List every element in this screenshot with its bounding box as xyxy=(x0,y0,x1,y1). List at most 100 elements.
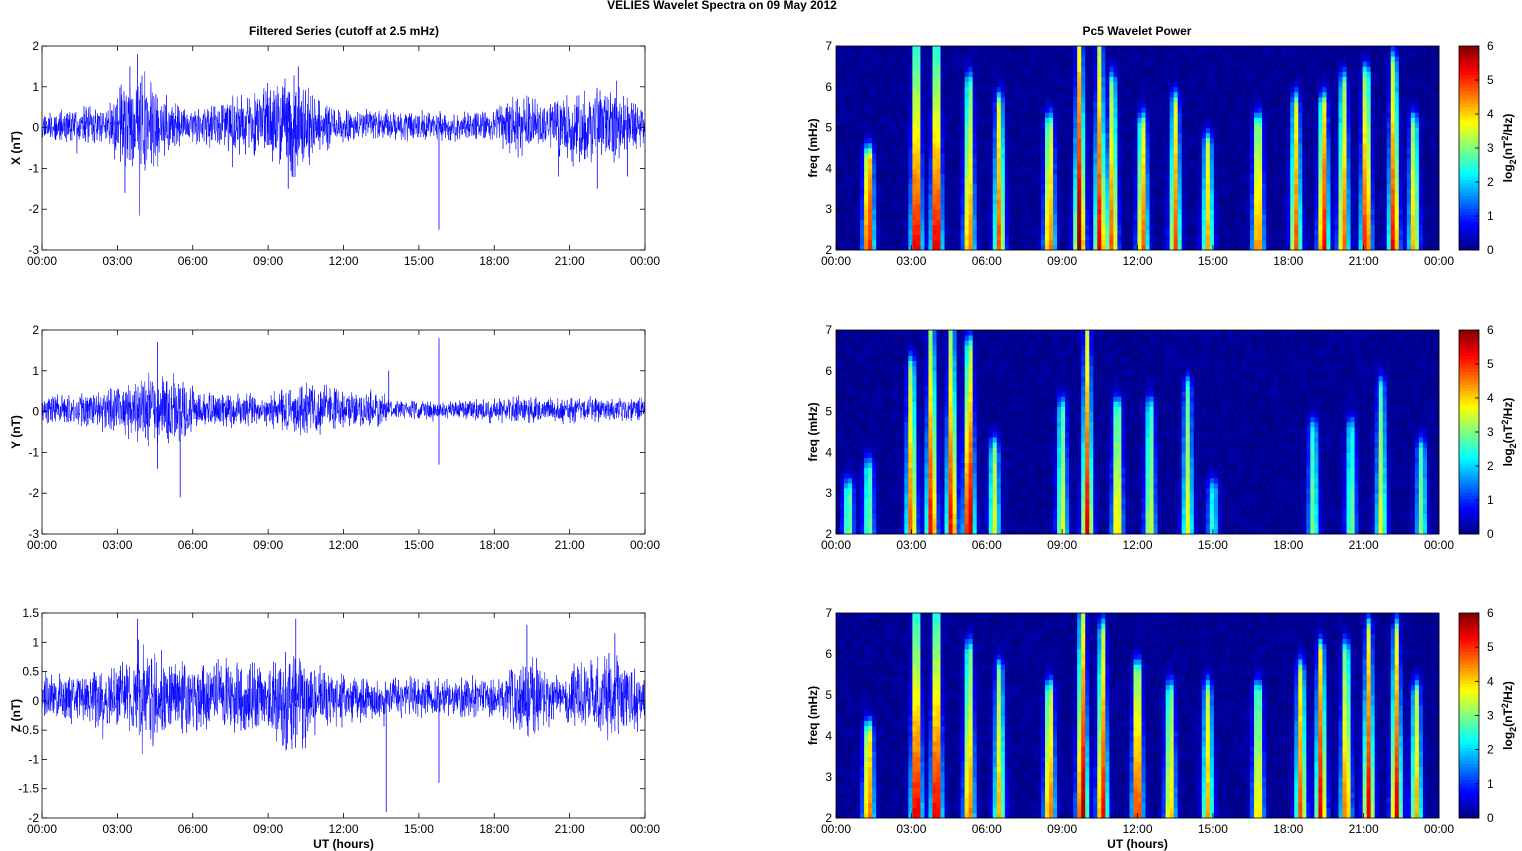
heatmap-cell xyxy=(1133,51,1138,57)
heatmap-cell xyxy=(1266,234,1271,241)
heatmap-cell xyxy=(1129,224,1134,230)
heatmap-cell xyxy=(1314,66,1319,72)
heatmap-cell xyxy=(860,173,865,179)
heatmap-cell xyxy=(1266,244,1271,251)
heatmap-cell xyxy=(1258,51,1263,57)
heatmap-cell xyxy=(1246,132,1251,139)
heatmap-cell xyxy=(1165,204,1171,210)
heatmap-cell xyxy=(1101,178,1106,185)
heatmap-cell xyxy=(1177,204,1183,210)
heatmap-cell xyxy=(1061,148,1066,154)
heatmap-cell xyxy=(1129,76,1134,83)
heatmap-cell xyxy=(880,244,885,251)
heatmap-cell xyxy=(1000,56,1006,62)
heatmap-cell xyxy=(1000,81,1006,88)
heatmap-cell xyxy=(868,117,873,123)
heatmap-cell xyxy=(900,148,905,154)
heatmap-cell xyxy=(1209,137,1215,144)
heatmap-cell xyxy=(1081,204,1086,210)
heatmap-cell xyxy=(1121,76,1126,83)
heatmap-cell xyxy=(1161,163,1167,169)
heatmap-cell xyxy=(1117,224,1122,230)
heatmap-cell xyxy=(840,168,845,174)
heatmap-cell xyxy=(992,132,998,139)
heatmap-cell xyxy=(888,209,893,215)
heatmap-cell xyxy=(848,244,853,251)
heatmap-cell xyxy=(1004,142,1010,149)
heatmap-cell xyxy=(1169,132,1175,139)
heatmap-cell xyxy=(900,112,905,118)
heatmap-cell xyxy=(956,193,962,200)
heatmap-cell xyxy=(904,81,909,88)
heatmap-cell xyxy=(1137,107,1142,113)
heatmap-cell xyxy=(1181,183,1187,190)
heatmap-cell xyxy=(1073,188,1078,195)
heatmap-cell xyxy=(880,127,885,134)
heatmap-cell xyxy=(884,86,889,93)
heatmap-cell xyxy=(912,51,917,57)
heatmap-cell xyxy=(848,91,853,98)
heatmap-cell xyxy=(1262,132,1267,139)
heatmap-cell xyxy=(1278,148,1283,154)
heatmap-cell xyxy=(1145,234,1150,241)
heatmap-cell xyxy=(1133,219,1138,225)
heatmap-cell xyxy=(1193,46,1199,52)
heatmap-cell xyxy=(856,214,861,220)
heatmap-cell xyxy=(1213,209,1219,215)
heatmap-cell xyxy=(1032,183,1038,190)
heatmap-cell xyxy=(836,46,841,52)
heatmap-cell xyxy=(1270,204,1275,210)
heatmap-cell xyxy=(1217,239,1223,246)
heatmap-cell xyxy=(1113,97,1118,103)
heatmap-cell xyxy=(1306,142,1311,149)
heatmap-cell xyxy=(1037,204,1042,210)
heatmap-cell xyxy=(888,178,893,185)
heatmap-cell xyxy=(1298,91,1303,98)
heatmap-cell xyxy=(1258,127,1263,134)
heatmap-cell xyxy=(1024,209,1030,215)
heatmap-cell xyxy=(1298,66,1303,72)
heatmap-cell xyxy=(968,193,974,200)
heatmap-cell xyxy=(1085,204,1090,210)
heatmap-cell xyxy=(1209,112,1215,118)
heatmap-cell xyxy=(972,224,978,230)
heatmap-cell xyxy=(956,61,962,67)
heatmap-cell xyxy=(916,107,921,113)
heatmap-cell xyxy=(1049,188,1054,195)
heatmap-cell xyxy=(896,219,901,225)
heatmap-cell xyxy=(920,214,925,220)
heatmap-cell xyxy=(1233,46,1239,52)
heatmap-cell xyxy=(1133,56,1138,62)
heatmap-cell xyxy=(896,127,901,134)
heatmap-cell xyxy=(1262,112,1267,118)
heatmap-cell xyxy=(876,158,881,164)
heatmap-cell xyxy=(1028,188,1034,195)
heatmap-cell xyxy=(948,173,953,179)
heatmap-cell xyxy=(1073,209,1078,215)
heatmap-cell xyxy=(968,153,974,159)
heatmap-cell xyxy=(844,193,849,200)
heatmap-cell xyxy=(1101,158,1106,164)
heatmap-cell xyxy=(1173,66,1179,72)
heatmap-cell xyxy=(1129,193,1134,200)
heatmap-cell xyxy=(956,148,962,154)
heatmap-cell xyxy=(1185,219,1191,225)
heatmap-cell xyxy=(1229,188,1235,195)
heatmap-cell xyxy=(1012,188,1018,195)
heatmap-cell xyxy=(856,117,861,123)
heatmap-cell xyxy=(1097,209,1102,215)
heatmap-cell xyxy=(1169,97,1175,103)
heatmap-cell xyxy=(1274,193,1279,200)
heatmap-cell xyxy=(1286,107,1291,113)
heatmap-cell xyxy=(1121,132,1126,139)
heatmap-cell xyxy=(956,91,962,98)
heatmap-cell xyxy=(1129,209,1134,215)
heatmap-cell xyxy=(852,204,857,210)
heatmap-cell xyxy=(908,112,913,118)
heatmap-cell xyxy=(892,46,897,52)
heatmap-cell xyxy=(1290,219,1295,225)
heatmap-cell xyxy=(1004,148,1010,154)
heatmap-cell xyxy=(1270,239,1275,246)
heatmap-cell xyxy=(1262,142,1267,149)
heatmap-cell xyxy=(1137,234,1142,241)
